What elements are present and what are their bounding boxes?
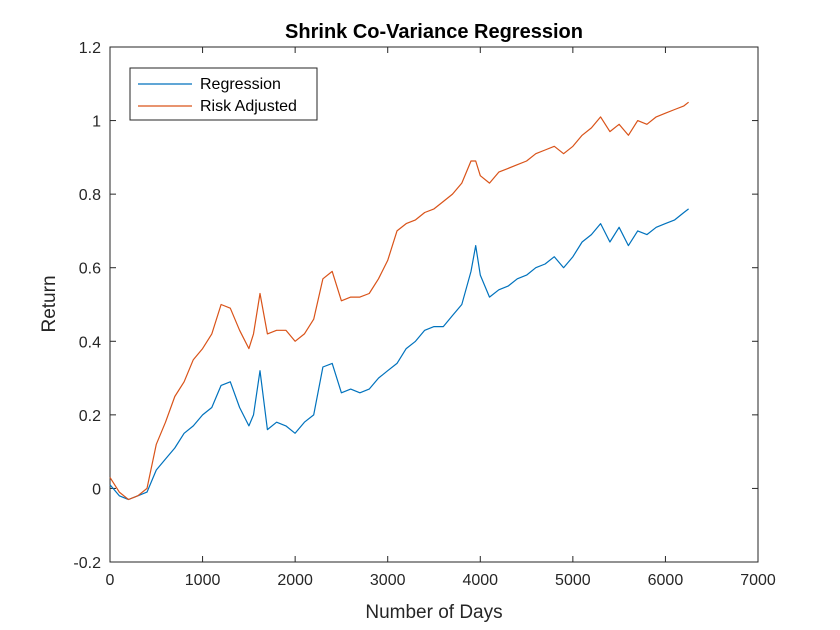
y-tick-label: 1.2 xyxy=(79,40,101,57)
y-tick-label: 1 xyxy=(92,114,101,131)
x-tick-label: 6000 xyxy=(648,572,684,589)
series-line-regression xyxy=(109,208,689,501)
x-tick-label: 3000 xyxy=(370,572,406,589)
series-line-risk-adjusted xyxy=(109,101,689,501)
x-tick-label: 4000 xyxy=(462,572,498,589)
x-tick-label: 1000 xyxy=(185,572,221,589)
series-layer xyxy=(109,101,689,501)
plot-frame xyxy=(109,46,759,563)
plot-area xyxy=(109,46,759,563)
x-tick-label: 2000 xyxy=(277,572,313,589)
y-tick-label: -0.2 xyxy=(73,555,101,572)
legend-label-risk-adjusted: Risk Adjusted xyxy=(200,98,297,115)
y-axis-label: Return xyxy=(39,275,60,332)
y-axis: -0.2 0 0.2 0.4 0.6 0.8 1 1.2 xyxy=(73,40,758,572)
legend-box xyxy=(129,67,318,121)
x-tick-label: 7000 xyxy=(740,572,776,589)
y-tick-label: 0.6 xyxy=(79,261,101,278)
y-tick-label: 0 xyxy=(92,481,101,498)
x-axis: 0 1000 2000 3000 4000 5000 6000 7000 xyxy=(106,47,776,589)
y-tick-label: 0.8 xyxy=(79,187,101,204)
chart-title: Shrink Co-Variance Regression xyxy=(285,21,583,43)
y-tick-label: 0.2 xyxy=(79,408,101,425)
legend-label-regression: Regression xyxy=(200,76,281,93)
legend: Regression Risk Adjusted xyxy=(129,67,318,121)
x-tick-label: 5000 xyxy=(555,572,591,589)
x-tick-label: 0 xyxy=(106,572,115,589)
x-axis-label: Number of Days xyxy=(365,602,502,623)
y-tick-label: 0.4 xyxy=(79,334,101,351)
